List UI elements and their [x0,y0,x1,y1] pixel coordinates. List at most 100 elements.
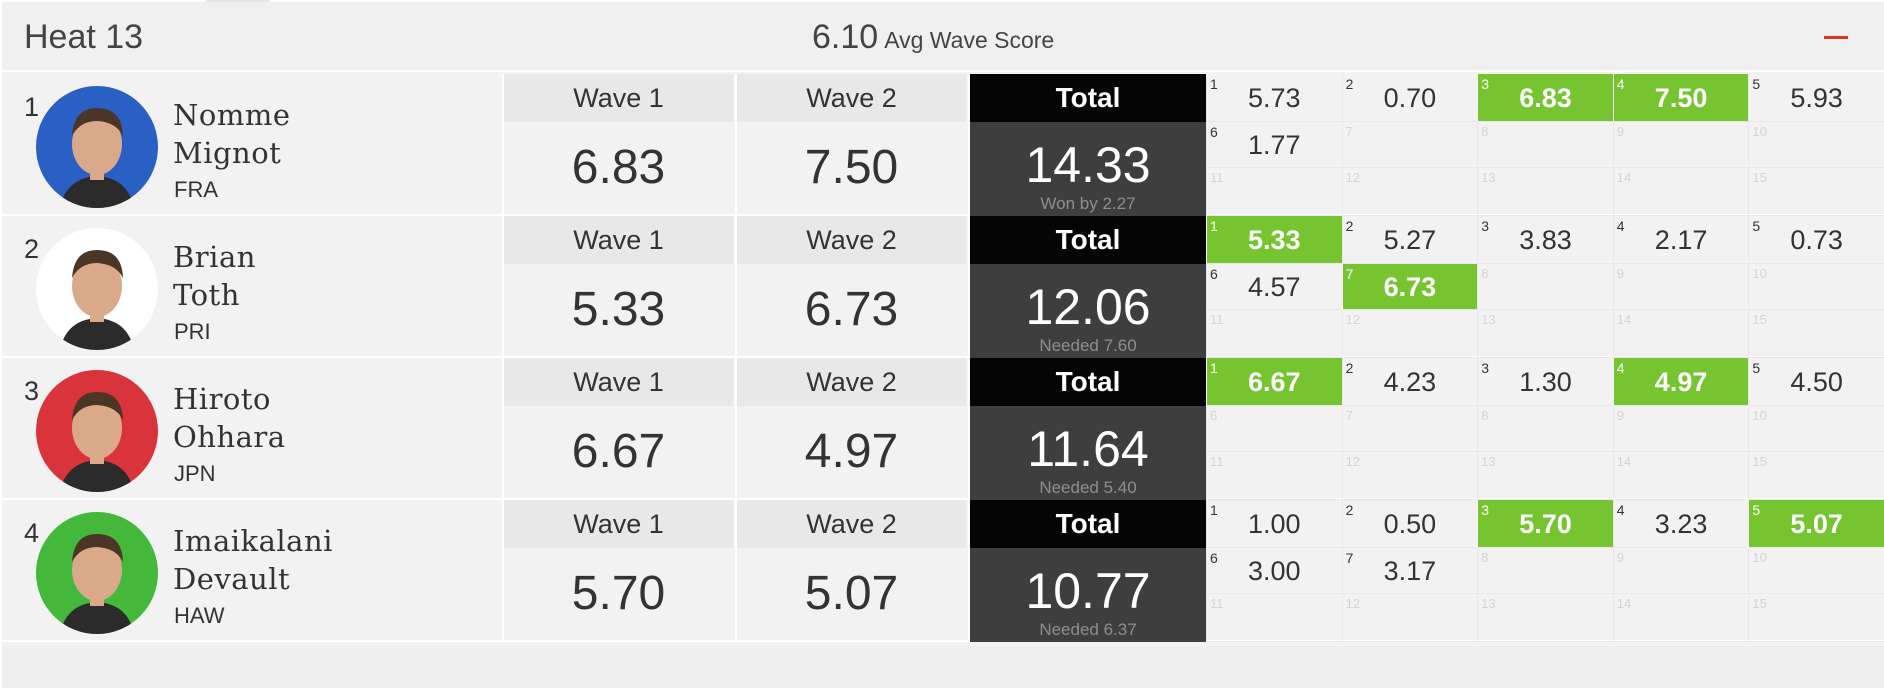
wave-1-score: 5.70 [571,567,666,620]
wave-score: 1.30 [1519,367,1572,397]
wave-cell-3: 3 6.83 [1477,74,1613,122]
surfer-portrait-icon [36,228,158,350]
wave-cell-6: 6 3.00 [1206,548,1342,594]
wave-score: 2.17 [1654,225,1708,255]
wave-cell-3: 3 1.30 [1477,358,1613,406]
surfer-last-name: Mignot [173,136,282,170]
best-wave-1: Wave 1 5.70 [502,500,733,642]
best-wave-2: Wave 2 7.50 [735,74,966,216]
wave-cell-1: 1 5.73 [1206,74,1342,122]
total-block: Total 10.77 Needed 6.37 [968,500,1206,642]
wave-number: 9 [1616,124,1625,139]
wave-number: 14 [1616,170,1632,185]
wave-cell-14: 14 [1612,310,1749,358]
wave-cell-8: 8 [1477,548,1613,594]
surfer-country: FRA [174,177,218,202]
surfer-avatar [36,512,158,634]
wave-cell-5: 5 4.50 [1748,358,1884,406]
surfer-country: PRI [174,319,211,344]
wave-number: 9 [1616,266,1625,281]
total-note: Needed 6.37 [1039,620,1137,639]
wave-score: 4.23 [1383,367,1437,397]
wave-cell-1: 1 6.67 [1206,358,1342,406]
wave-cell-11: 11 [1206,452,1342,500]
wave-score: 6.73 [1383,272,1437,302]
wave-cell-9: 9 [1612,122,1749,168]
wave-cell-5: 5 5.07 [1748,500,1884,548]
wave-cell-2: 2 4.23 [1341,358,1478,406]
total-score: 10.77 [1025,563,1151,619]
wave-2-header: Wave 2 [737,358,966,406]
heat-footer [2,646,1884,688]
wave-number: 2 [1345,502,1354,518]
wave-number: 8 [1481,550,1489,565]
wave-cell-1: 1 1.00 [1206,500,1342,548]
wave-score: 4.97 [1654,367,1708,397]
wave-2-header: Wave 2 [737,216,966,264]
wave-number: 13 [1481,312,1496,327]
surfer-name: Brian Toth [173,238,256,314]
wave-number: 2 [1345,360,1354,376]
wave-score: 3.83 [1519,225,1572,255]
wave-score: 5.93 [1790,83,1843,113]
wave-2-score: 6.73 [804,283,899,336]
wave-cell-12: 12 [1341,594,1478,642]
wave-cell-5: 5 0.73 [1748,216,1884,264]
surfer-portrait-icon [36,512,158,634]
total-header: Total [970,358,1206,406]
total-body: 12.06 Needed 7.60 [970,264,1206,358]
wave-cell-11: 11 [1206,594,1342,642]
wave-score: 0.73 [1790,225,1843,255]
surfer-last-name: Devault [173,562,291,596]
wave-1-header: Wave 1 [504,500,733,548]
wave-number: 15 [1752,454,1767,469]
wave-cell-6: 6 4.57 [1206,264,1342,310]
surfer-row: 3 Hiroto Ohhara JPN Wave 1 6.67 Wave 2 4… [2,358,1884,500]
heat-title: Heat 13 [24,18,144,56]
wave-number: 6 [1210,124,1218,140]
wave-number: 5 [1752,76,1761,92]
surfer-last-name: Toth [173,278,240,312]
wave-cell-13: 13 [1477,310,1613,358]
wave-score: 5.70 [1519,509,1572,539]
wave-cell-13: 13 [1477,168,1613,216]
wave-number: 7 [1345,408,1353,423]
surfer-first-name: Hiroto [173,382,272,416]
wave-score: 7.50 [1654,83,1708,113]
wave-number: 15 [1752,170,1767,185]
wave-number: 12 [1345,312,1361,327]
wave-score: 5.27 [1383,225,1437,255]
wave-number: 8 [1481,124,1489,139]
wave-cell-4: 4 3.23 [1612,500,1749,548]
best-wave-2: Wave 2 5.07 [735,500,966,642]
wave-number: 12 [1345,170,1361,185]
wave-score: 1.00 [1248,509,1301,539]
wave-cell-2: 2 0.70 [1341,74,1478,122]
total-score: 11.64 [1027,421,1149,477]
wave-number: 10 [1752,124,1767,139]
wave-score-grid: 1 5.33 2 5.27 3 3.83 4 2.17 5 0.73 6 4.57 7 6.73 8 9 10 1… [1206,216,1884,358]
wave-number: 10 [1752,408,1767,423]
wave-cell-1: 1 5.33 [1206,216,1342,264]
wave-score: 3.00 [1248,556,1301,586]
surfer-name: Nomme Mignot [173,96,291,172]
wave-cell-14: 14 [1612,594,1749,642]
wave-cell-10: 10 [1748,264,1884,310]
wave-number: 13 [1481,596,1496,611]
wave-score: 3.17 [1383,556,1437,586]
surfer-row: 2 Brian Toth PRI Wave 1 5.33 Wave 2 6.73… [2,216,1884,358]
wave-2-score: 4.97 [804,425,899,478]
wave-number: 11 [1210,170,1224,185]
wave-number: 1 [1210,218,1218,234]
wave-number: 10 [1752,266,1767,281]
wave-number: 5 [1752,502,1761,518]
total-header: Total [970,500,1206,548]
collapse-minus-icon[interactable] [1824,36,1848,39]
wave-number: 1 [1210,502,1218,518]
total-note: Needed 7.60 [1039,336,1137,355]
wave-cell-15: 15 [1748,310,1884,358]
wave-1-header: Wave 1 [504,74,733,122]
wave-number: 13 [1481,170,1496,185]
wave-number: 5 [1752,360,1761,376]
wave-cell-5: 5 5.93 [1748,74,1884,122]
